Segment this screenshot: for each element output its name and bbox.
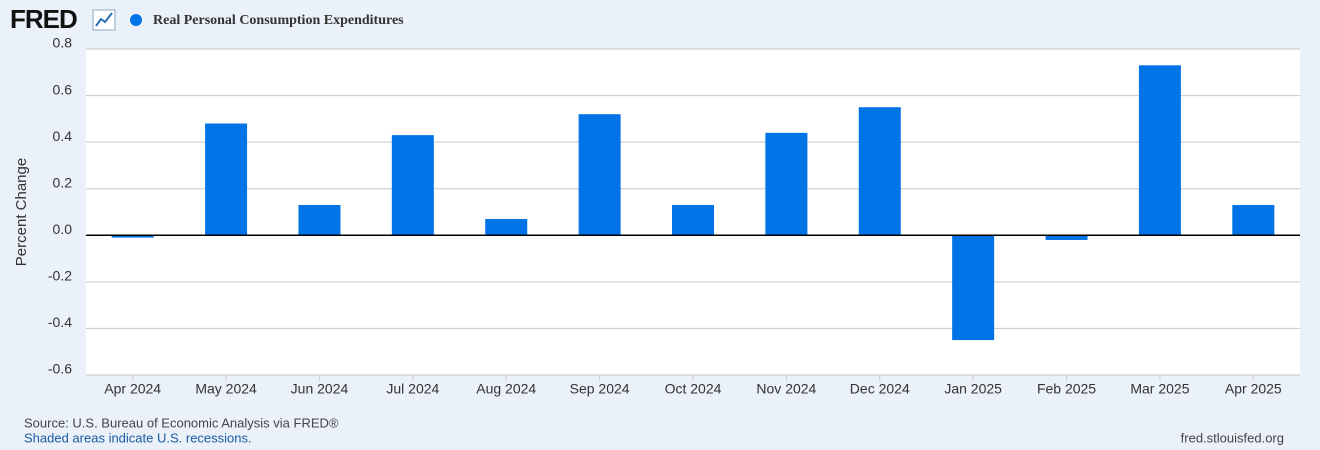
bar [391, 135, 434, 236]
x-tick-label: Mar 2025 [1130, 381, 1189, 397]
bar [485, 218, 528, 236]
source: Source: U.S. Bureau of Economic Analysis… [24, 415, 339, 430]
y-axis-label: Percent Change [13, 158, 30, 266]
bar [578, 114, 621, 236]
x-tick-label: Oct 2024 [665, 381, 722, 397]
y-tick-label: 0.6 [53, 81, 73, 97]
y-tick-label: -0.4 [48, 314, 72, 330]
x-tick-label: Apr 2024 [104, 381, 161, 397]
bar [765, 132, 808, 236]
legend-label: Real Personal Consumption Expenditures [153, 13, 404, 28]
site[interactable]: fred.stlouisfed.org [1181, 430, 1284, 445]
recession-note[interactable]: Shaded areas indicate U.S. recessions. [24, 430, 252, 445]
logo[interactable]: FRED [10, 4, 78, 34]
y-tick-label: 0.8 [53, 35, 73, 51]
bar [1045, 235, 1088, 240]
bar [858, 107, 901, 236]
y-tick-label: 0.4 [53, 128, 73, 144]
y-tick-label: 0.0 [53, 221, 73, 237]
bar [1138, 65, 1181, 236]
x-tick-label: May 2024 [195, 381, 257, 397]
bar [672, 205, 714, 236]
y-tick-label: -0.2 [48, 268, 72, 284]
bar [952, 235, 995, 341]
bar [298, 205, 341, 236]
x-tick-label: Feb 2025 [1037, 381, 1096, 397]
y-tick-label: -0.6 [48, 361, 72, 377]
x-tick-label: Nov 2024 [756, 381, 816, 397]
x-tick-label: Jun 2024 [291, 381, 349, 397]
x-tick-label: Jul 2024 [386, 381, 439, 397]
x-tick-label: Sep 2024 [570, 381, 630, 397]
x-tick-label: Aug 2024 [476, 381, 536, 397]
x-tick-label: Jan 2025 [944, 381, 1002, 397]
y-tick-label: 0.2 [53, 174, 73, 190]
bar [111, 235, 154, 238]
bar [1232, 205, 1275, 236]
bar [205, 123, 248, 236]
x-tick-label: Dec 2024 [850, 381, 910, 397]
logo-icon [92, 9, 116, 31]
legend-swatch [130, 14, 142, 26]
x-tick-label: Apr 2025 [1225, 381, 1282, 397]
